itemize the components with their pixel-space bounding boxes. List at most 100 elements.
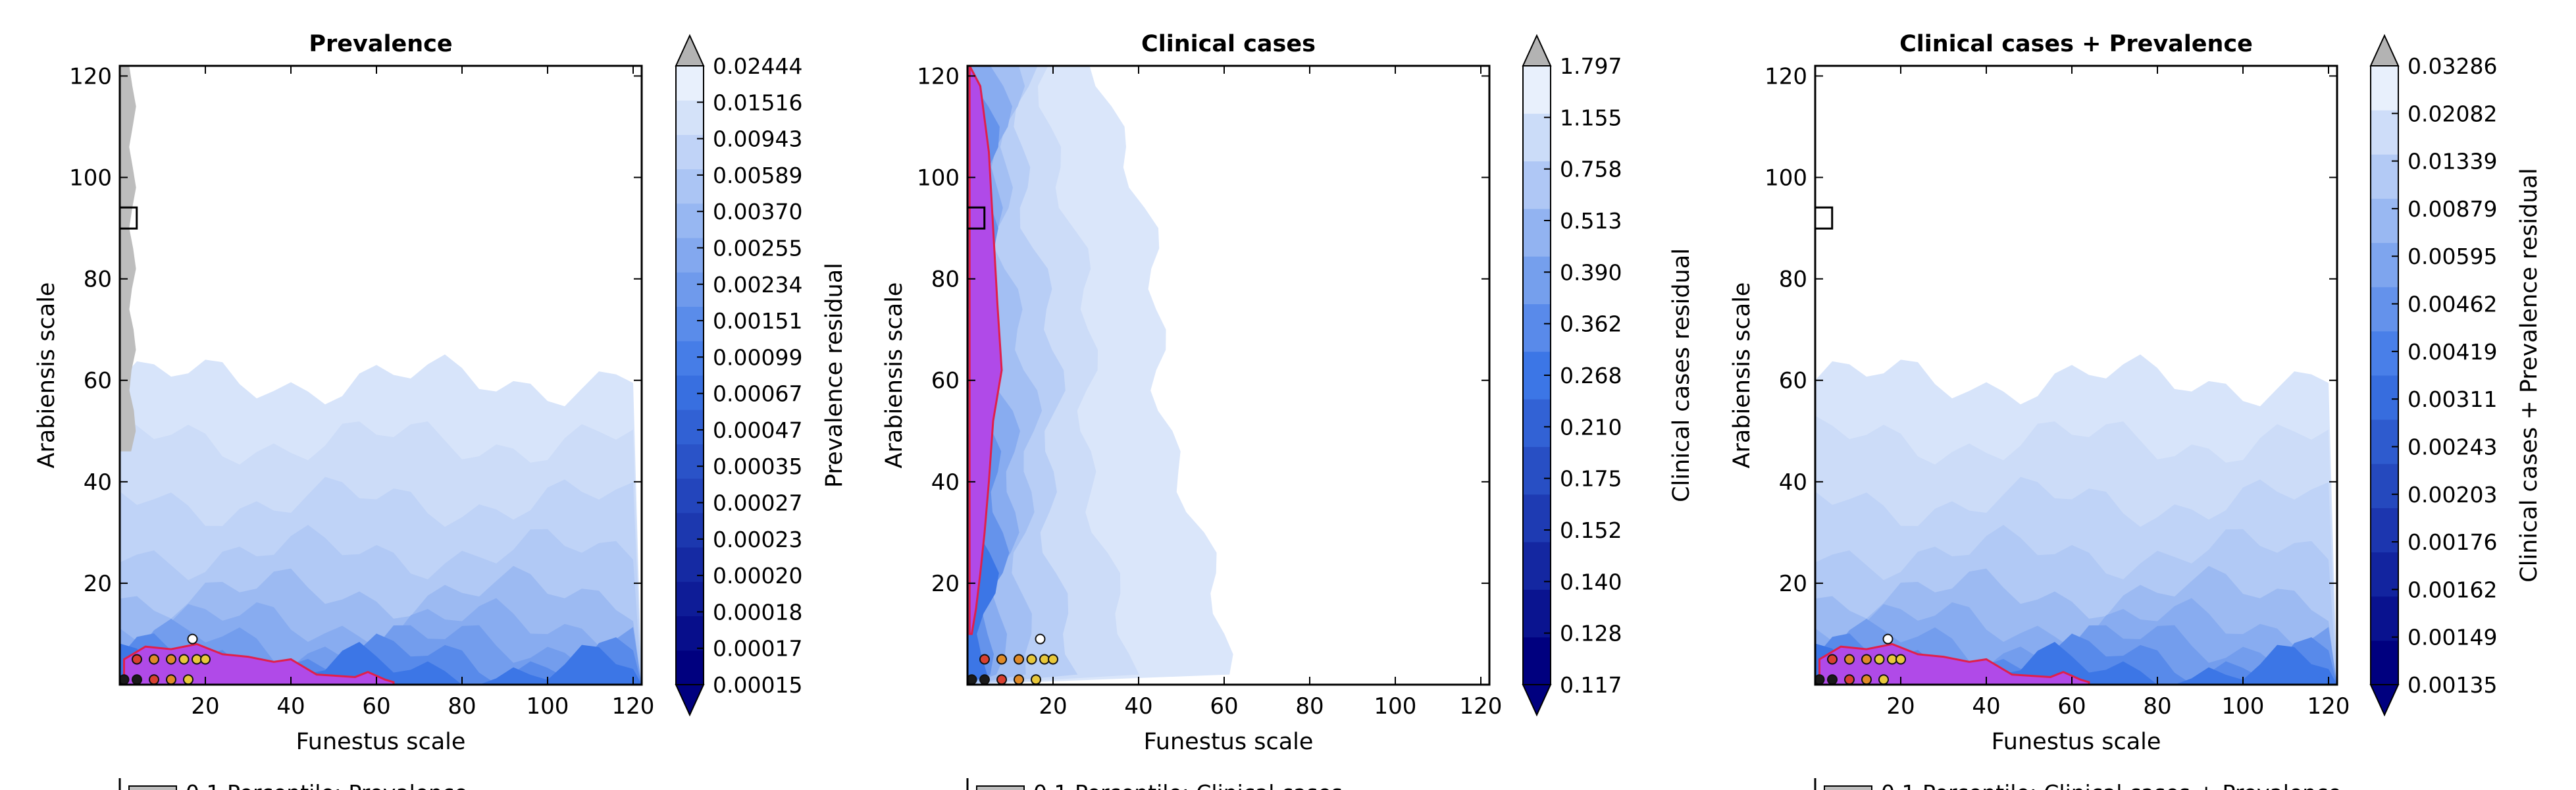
colorbar-segment (2371, 596, 2398, 641)
colorbar-segment (676, 66, 704, 101)
data-point (1014, 674, 1024, 685)
y-tick-label: 100 (1765, 165, 1807, 192)
colorbar-segment (2371, 508, 2398, 553)
contour-band (1815, 641, 2337, 685)
colorbar-over-arrow (675, 34, 705, 66)
data-point (1874, 654, 1885, 665)
colorbar-segment (1523, 446, 1551, 495)
y-tick-label: 40 (1779, 469, 1807, 496)
colorbar-segment (1523, 113, 1551, 162)
colorbar: 0.00015 0.00017 0.00018 0.00020 0.00023 0.000… (675, 34, 848, 717)
colorbar-segment (1523, 303, 1551, 352)
plot-area (1815, 66, 2337, 685)
data-point (1815, 674, 1825, 685)
data-point (1844, 654, 1855, 665)
y-tick-label: 120 (917, 63, 960, 90)
data-point (1878, 674, 1889, 685)
x-tick-label: 80 (2143, 693, 2171, 720)
x-tick-label: 80 (1295, 693, 1324, 720)
colorbar-tick-label: 0.00149 (2408, 625, 2497, 650)
x-tick-label: 20 (191, 693, 219, 720)
x-tick-label: 60 (362, 693, 390, 720)
colorbar-segment (2371, 110, 2398, 155)
colorbar-tick-label: 0.00067 (713, 381, 802, 407)
data-point (1882, 633, 1893, 645)
data-point (996, 674, 1007, 685)
colorbar-tick-label: 1.155 (1560, 105, 1622, 130)
y-tick-label: 40 (84, 469, 112, 496)
data-point (178, 654, 190, 665)
colorbar-frame (675, 65, 704, 685)
colorbar-tick-label: 0.362 (1560, 311, 1622, 337)
colorbar-tick-label: 0.00234 (713, 272, 802, 298)
y-tick-label: 20 (1779, 571, 1807, 597)
x-tick-label: 100 (527, 693, 569, 720)
legend-swatch (976, 785, 1025, 790)
colorbar-under-arrow (1522, 684, 1552, 717)
colorbar-segment (676, 238, 704, 273)
colorbar-segment (1523, 542, 1551, 590)
x-tick-label: 100 (1374, 693, 1417, 720)
legend-partial: 0.1 Percentile: Clinical cases (966, 778, 1343, 790)
colorbar-tick-label: 0.00047 (713, 417, 802, 443)
colorbar-tick-label: 0.01516 (713, 90, 802, 115)
chart-panel-3: 20 40 60 80 100 120 20 40 60 80 100 120 Clinical cas… (1729, 31, 2542, 790)
contour-band (120, 633, 642, 685)
data-point (120, 674, 130, 685)
x-tick-label: 120 (612, 693, 655, 720)
colorbar-segment (2371, 375, 2398, 420)
legend-swatch (128, 785, 177, 790)
plot-area (120, 66, 642, 685)
colorbar-tick-label: 0.390 (1560, 259, 1622, 285)
colorbar-tick-label: 0.00035 (713, 454, 802, 479)
colorbar-segment (676, 409, 704, 444)
chart-title: Clinical cases (1141, 31, 1316, 57)
colorbar-segment (2371, 242, 2398, 288)
colorbar-tick-label: 0.152 (1560, 517, 1622, 543)
colorbar-tick-label: 0.00099 (713, 344, 802, 370)
plot-frame (1814, 65, 2338, 686)
x-tick-label: 40 (1972, 693, 2000, 720)
y-tick-label: 20 (84, 571, 112, 597)
data-point (979, 654, 990, 665)
y-tick-label: 80 (84, 267, 112, 293)
colorbar-segment (1523, 161, 1551, 209)
colorbar-segment (676, 616, 704, 651)
data-point (149, 654, 159, 665)
x-tick-label: 60 (2057, 693, 2086, 720)
colorbar-segment (676, 100, 704, 135)
data-point (132, 674, 142, 685)
colorbar-tick-label: 0.00027 (713, 490, 802, 516)
colorbar-tick-label: 0.140 (1560, 569, 1622, 594)
data-point (1048, 654, 1058, 665)
colorbar-segment (1523, 589, 1551, 638)
data-point (1887, 654, 1897, 665)
colorbar: 0.117 0.128 0.140 0.152 0.175 0.210 0.268 0.362… (1522, 34, 1695, 717)
colorbar-tick-label: 0.00589 (713, 163, 802, 188)
colorbar-tick-label: 0.758 (1560, 157, 1622, 182)
x-tick-label: 120 (2307, 693, 2350, 720)
colorbar-segment (676, 478, 704, 514)
colorbar-under-arrow (2369, 684, 2400, 717)
legend-label: 0.1 Percentile: Prevalence (186, 780, 467, 790)
plot-frame (966, 65, 1491, 686)
over-range-region (120, 66, 136, 452)
colorbar-segment (676, 547, 704, 582)
colorbar-segment (676, 512, 704, 548)
colorbar-segment (676, 444, 704, 479)
colorbar-segment (676, 134, 704, 170)
x-tick-label: 100 (2222, 693, 2265, 720)
data-point (1014, 654, 1024, 665)
colorbar-frame (2370, 65, 2399, 685)
data-point (1861, 654, 1872, 665)
colorbar-segment (1523, 637, 1551, 685)
colorbar-tick-label: 0.00018 (713, 599, 802, 625)
square-marker (967, 206, 986, 230)
data-point (1895, 654, 1906, 665)
colorbar-segment (676, 581, 704, 617)
colorbar-segment (1523, 399, 1551, 447)
y-tick-label: 60 (931, 368, 960, 394)
y-tick-label: 100 (69, 165, 112, 192)
data-point (1827, 674, 1838, 685)
